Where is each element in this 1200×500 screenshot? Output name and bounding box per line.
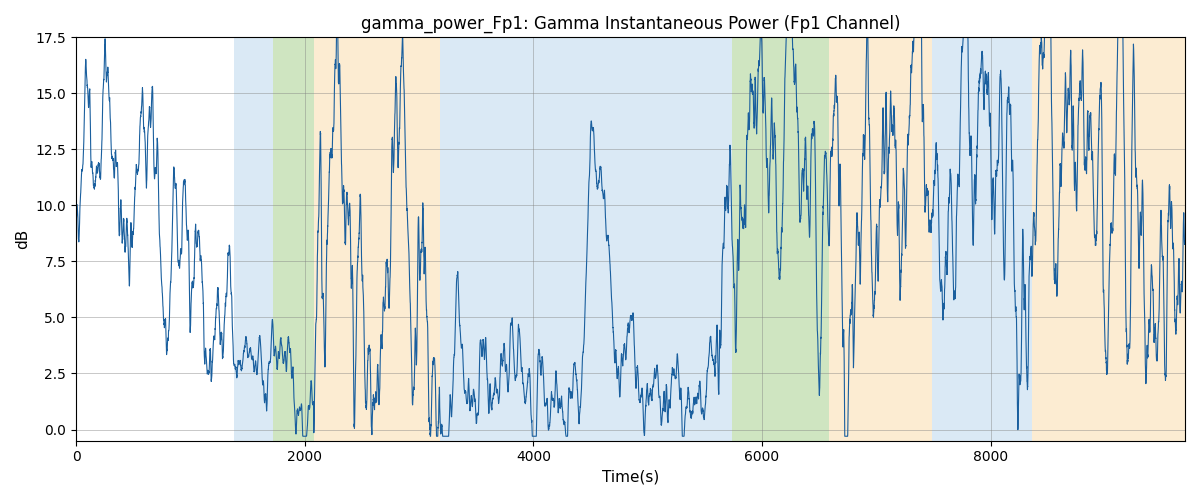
Bar (439, 38, 715, 440)
Bar (715, 38, 732, 440)
Bar (932, 38, 1032, 440)
Bar (314, 38, 439, 440)
Title: gamma_power_Fp1: Gamma Instantaneous Power (Fp1 Channel): gamma_power_Fp1: Gamma Instantaneous Pow… (361, 15, 900, 34)
X-axis label: Time(s): Time(s) (602, 470, 659, 485)
Y-axis label: dB: dB (14, 229, 30, 249)
Bar (1032, 38, 1186, 440)
Bar (234, 38, 272, 440)
Bar (829, 38, 932, 440)
Bar (732, 38, 829, 440)
Bar (272, 38, 314, 440)
